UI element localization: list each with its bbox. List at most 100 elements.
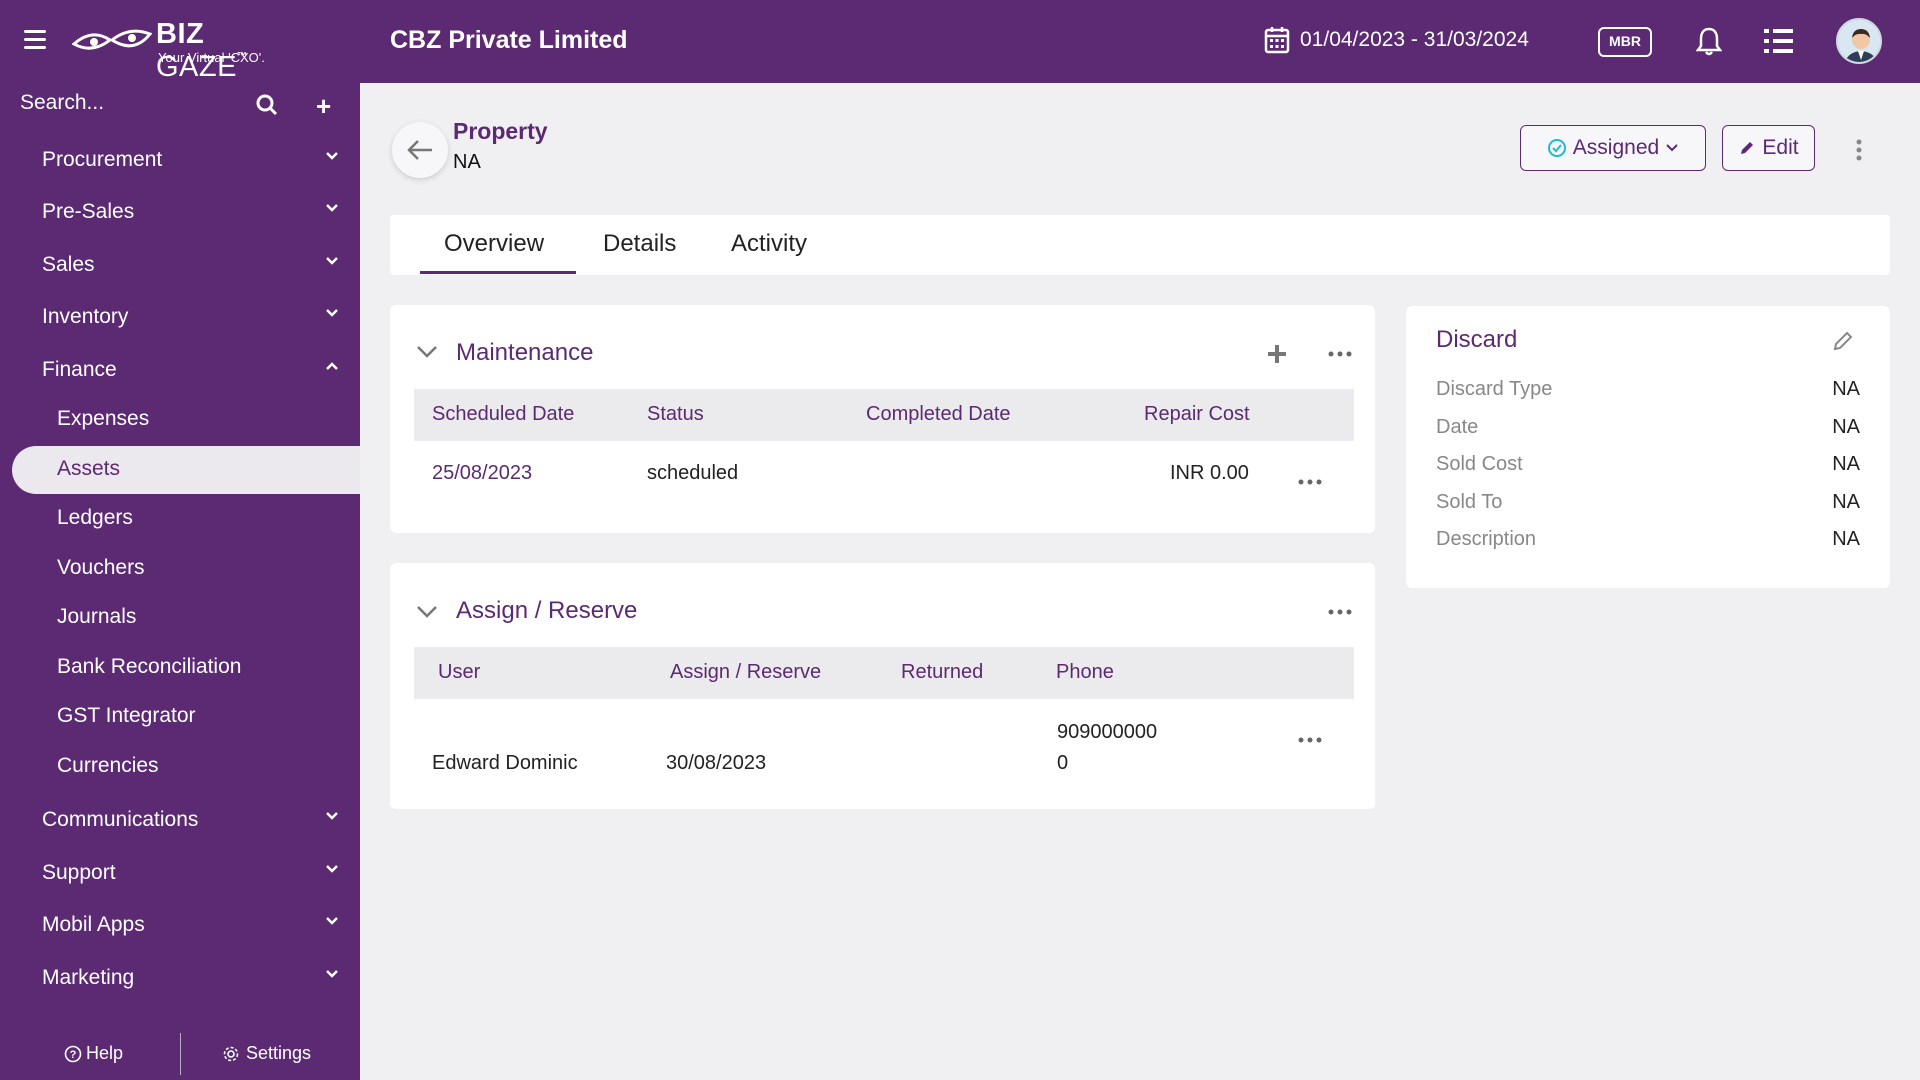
app-logo[interactable]: BIZ GAZE™ Your Virtual 'CXO'.: [72, 18, 292, 83]
tab-activity[interactable]: Activity: [731, 230, 808, 257]
sidebar-sub-label: Currencies: [57, 754, 159, 777]
user-avatar[interactable]: [1836, 18, 1882, 64]
quick-add-icon[interactable]: +: [316, 91, 332, 121]
assign-date-cell: 30/08/2023: [666, 752, 767, 774]
company-name[interactable]: CBZ Private Limited: [390, 26, 628, 54]
sidebar-item-marketing[interactable]: Marketing: [0, 955, 360, 1001]
more-horizontal-icon[interactable]: [1328, 609, 1352, 615]
sidebar-sub-label: Ledgers: [57, 506, 133, 529]
more-horizontal-icon[interactable]: [1328, 351, 1352, 357]
maintenance-card: Maintenance Scheduled Date Status Comple…: [390, 305, 1375, 533]
back-button[interactable]: [392, 122, 448, 178]
settings-button[interactable]: Settings: [222, 1043, 311, 1064]
row-more-icon[interactable]: [1298, 479, 1322, 485]
logo-tagline: Your Virtual 'CXO'.: [158, 50, 265, 65]
sidebar-sub-journals[interactable]: Journals: [0, 594, 360, 640]
row-more-icon[interactable]: [1298, 737, 1322, 743]
sidebar-sub-label: Vouchers: [57, 556, 145, 579]
sidebar-item-label: Support: [42, 861, 116, 884]
sidebar-item-support[interactable]: Support: [0, 850, 360, 896]
sidebar-item-mobil-apps[interactable]: Mobil Apps: [0, 902, 360, 948]
help-button[interactable]: ? Help: [64, 1043, 123, 1064]
sidebar-item-label: Inventory: [42, 305, 129, 328]
search-icon[interactable]: [256, 94, 278, 116]
field-label: Discard Type: [1436, 378, 1553, 400]
sidebar-footer: ? Help Settings: [0, 1029, 360, 1079]
maintenance-title: Maintenance: [456, 339, 594, 366]
sidebar-item-sales[interactable]: Sales: [0, 242, 360, 288]
sidebar-item-label: Finance: [42, 358, 117, 381]
sidebar-sub-gst-integrator[interactable]: GST Integrator: [0, 693, 360, 739]
sidebar-sub-label: Assets: [57, 457, 121, 480]
sidebar-item-label: Sales: [42, 253, 95, 276]
chevron-up-icon: [326, 362, 338, 370]
chevron-down-icon: [326, 309, 338, 317]
edit-button[interactable]: Edit: [1722, 125, 1815, 171]
column-header: Phone: [1056, 661, 1114, 683]
sidebar-sub-ledgers[interactable]: Ledgers: [0, 495, 360, 541]
column-header: Status: [647, 403, 704, 425]
sidebar-item-label: Communications: [42, 808, 199, 831]
chevron-down-icon: [326, 970, 338, 978]
sidebar-item-label: Procurement: [42, 148, 163, 171]
assign-table-header: User Assign / Reserve Returned Phone: [414, 647, 1354, 699]
check-circle-icon: [1547, 139, 1566, 157]
sidebar-item-finance[interactable]: Finance: [0, 347, 360, 393]
tab-details[interactable]: Details: [603, 230, 677, 257]
tab-overview[interactable]: Overview: [444, 230, 545, 257]
user-cell: Edward Dominic: [432, 752, 578, 774]
column-header: Assign / Reserve: [670, 661, 822, 683]
tab-bar: Overview Details Activity: [390, 215, 1890, 275]
hamburger-menu-icon[interactable]: [24, 30, 46, 50]
logo-eyes-icon: [72, 29, 152, 50]
field-value: NA: [1832, 528, 1860, 550]
repair-cost-cell: INR 0.00: [1170, 462, 1249, 484]
field-value: NA: [1832, 491, 1860, 513]
svg-text:?: ?: [70, 1049, 77, 1061]
discard-card: Discard Discard Type NA Date NA Sold Cos…: [1406, 306, 1890, 588]
sidebar-sub-bank-reconciliation[interactable]: Bank Reconciliation: [0, 644, 360, 690]
sidebar-sub-assets[interactable]: Assets: [12, 446, 360, 494]
sidebar-item-communications[interactable]: Communications: [0, 797, 360, 843]
collapse-chevron-icon[interactable]: [416, 345, 438, 359]
scheduled-date-link[interactable]: 25/08/2023: [432, 462, 533, 484]
sidebar-sub-currencies[interactable]: Currencies: [0, 743, 360, 789]
pencil-icon[interactable]: [1832, 330, 1854, 352]
settings-label: Settings: [246, 1043, 312, 1063]
top-bar: BIZ GAZE™ Your Virtual 'CXO'. CBZ Privat…: [0, 0, 1920, 83]
sidebar-item-pre-sales[interactable]: Pre-Sales: [0, 189, 360, 235]
chevron-down-icon: [326, 917, 338, 925]
maintenance-table-header: Scheduled Date Status Completed Date Rep…: [414, 389, 1354, 441]
sidebar-sub-label: Journals: [57, 605, 137, 628]
status-cell: scheduled: [647, 462, 739, 484]
edit-label: Edit: [1762, 136, 1799, 159]
pencil-icon: [1741, 142, 1754, 154]
collapse-chevron-icon[interactable]: [416, 605, 438, 619]
financial-year-picker[interactable]: 01/04/2023 - 31/03/2024: [1264, 24, 1529, 56]
sidebar-item-procurement[interactable]: Procurement: [0, 137, 360, 183]
field-label: Sold Cost: [1436, 453, 1523, 475]
sidebar-item-inventory[interactable]: Inventory: [0, 294, 360, 340]
chevron-down-icon: [326, 204, 338, 212]
field-value: NA: [1832, 378, 1860, 400]
assign-reserve-title: Assign / Reserve: [456, 597, 638, 624]
user-portrait-icon: [1838, 20, 1880, 62]
phone-cell-line2: 0: [1057, 752, 1069, 774]
discard-title: Discard: [1436, 326, 1518, 353]
column-header: Repair Cost: [1144, 403, 1250, 425]
search-input[interactable]: [20, 91, 240, 115]
status-dropdown[interactable]: Assigned: [1520, 125, 1706, 171]
sidebar-sub-expenses[interactable]: Expenses: [0, 396, 360, 442]
sidebar-sub-vouchers[interactable]: Vouchers: [0, 545, 360, 591]
notification-bell-icon[interactable]: [1696, 26, 1722, 56]
chevron-down-icon: [326, 152, 338, 160]
mbr-button[interactable]: MBR: [1598, 27, 1652, 57]
phone-cell-line1: 909000000: [1057, 721, 1158, 743]
arrow-left-icon: [407, 140, 432, 160]
add-icon[interactable]: [1266, 343, 1288, 365]
sidebar-sub-label: GST Integrator: [57, 704, 196, 727]
help-circle-icon: ?: [64, 1045, 82, 1062]
task-list-icon[interactable]: [1764, 27, 1794, 55]
sidebar-search: +: [0, 83, 360, 129]
more-vertical-icon[interactable]: [1855, 138, 1863, 162]
